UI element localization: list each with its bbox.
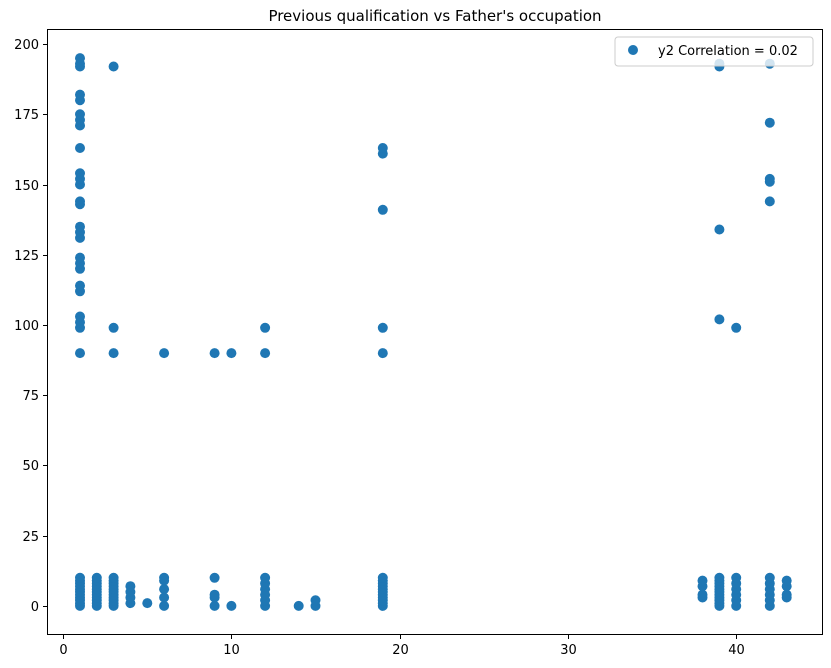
data-point bbox=[75, 252, 85, 263]
legend: y2 Correlation = 0.02 bbox=[614, 36, 814, 67]
data-point bbox=[226, 600, 237, 611]
data-point bbox=[781, 589, 792, 600]
data-point bbox=[108, 322, 119, 333]
x-tick-label: 0 bbox=[59, 643, 67, 658]
y-tick-label: 0 bbox=[31, 600, 39, 615]
data-point bbox=[108, 61, 119, 72]
y-tick-label: 125 bbox=[14, 249, 39, 264]
chart-title: Previous qualification vs Father's occup… bbox=[268, 7, 601, 25]
data-point bbox=[377, 143, 388, 153]
data-point bbox=[75, 221, 85, 232]
data-point bbox=[764, 173, 775, 184]
data-point bbox=[75, 53, 85, 64]
data-point bbox=[377, 348, 388, 359]
data-point bbox=[75, 89, 85, 100]
data-point bbox=[714, 224, 725, 235]
data-point bbox=[714, 572, 725, 583]
data-point bbox=[75, 143, 85, 153]
data-point bbox=[108, 348, 119, 359]
data-point bbox=[260, 572, 271, 583]
y-tick-label: 150 bbox=[14, 179, 39, 194]
data-point bbox=[209, 348, 220, 359]
y-tick-label: 100 bbox=[14, 319, 39, 334]
data-points bbox=[75, 53, 792, 611]
data-point bbox=[226, 348, 237, 359]
data-point bbox=[159, 348, 170, 359]
data-point bbox=[75, 168, 85, 179]
axes bbox=[47, 29, 823, 635]
x-tick-label: 30 bbox=[560, 643, 577, 658]
legend-marker bbox=[628, 45, 638, 55]
plot-frame bbox=[47, 29, 823, 635]
legend-box bbox=[614, 36, 814, 67]
data-point bbox=[697, 575, 708, 586]
data-point bbox=[125, 581, 136, 592]
y-tick-label: 75 bbox=[22, 389, 39, 404]
data-point bbox=[731, 322, 742, 333]
y-tick-label: 175 bbox=[14, 108, 39, 123]
data-point bbox=[75, 109, 85, 120]
data-point bbox=[108, 572, 119, 583]
data-point bbox=[159, 592, 170, 603]
x-tick-label: 10 bbox=[223, 643, 240, 658]
x-tick-label: 20 bbox=[392, 643, 409, 658]
data-point bbox=[75, 280, 85, 291]
data-point bbox=[75, 348, 85, 359]
data-point bbox=[75, 196, 85, 207]
data-point bbox=[764, 572, 775, 583]
data-point bbox=[260, 348, 271, 359]
data-point bbox=[209, 589, 220, 600]
x-tick-label: 40 bbox=[728, 643, 745, 658]
legend-label: y2 Correlation = 0.02 bbox=[658, 44, 798, 59]
data-point bbox=[293, 600, 304, 611]
y-axis-ticks: 0 25 50 75 100 125 150 175 200 bbox=[14, 38, 48, 615]
data-point bbox=[764, 196, 775, 207]
data-point bbox=[75, 311, 85, 322]
data-point bbox=[781, 575, 792, 586]
data-point bbox=[159, 600, 170, 611]
data-point bbox=[209, 600, 220, 611]
data-point bbox=[377, 322, 388, 333]
y-tick-label: 200 bbox=[14, 38, 39, 53]
data-point bbox=[142, 598, 153, 609]
data-point bbox=[731, 572, 742, 583]
data-point bbox=[377, 204, 388, 215]
data-point bbox=[697, 589, 708, 600]
data-point bbox=[310, 595, 321, 606]
y-tick-label: 25 bbox=[22, 530, 39, 545]
data-point bbox=[91, 572, 102, 583]
data-point bbox=[764, 117, 775, 128]
data-point bbox=[159, 572, 170, 583]
data-point bbox=[209, 572, 220, 583]
data-point bbox=[377, 572, 388, 583]
x-axis-ticks: 0 10 20 30 40 bbox=[59, 634, 745, 658]
y-tick-label: 50 bbox=[22, 459, 39, 474]
data-point bbox=[159, 584, 170, 595]
data-point bbox=[714, 314, 725, 325]
data-point bbox=[75, 572, 85, 583]
data-point bbox=[260, 322, 271, 333]
